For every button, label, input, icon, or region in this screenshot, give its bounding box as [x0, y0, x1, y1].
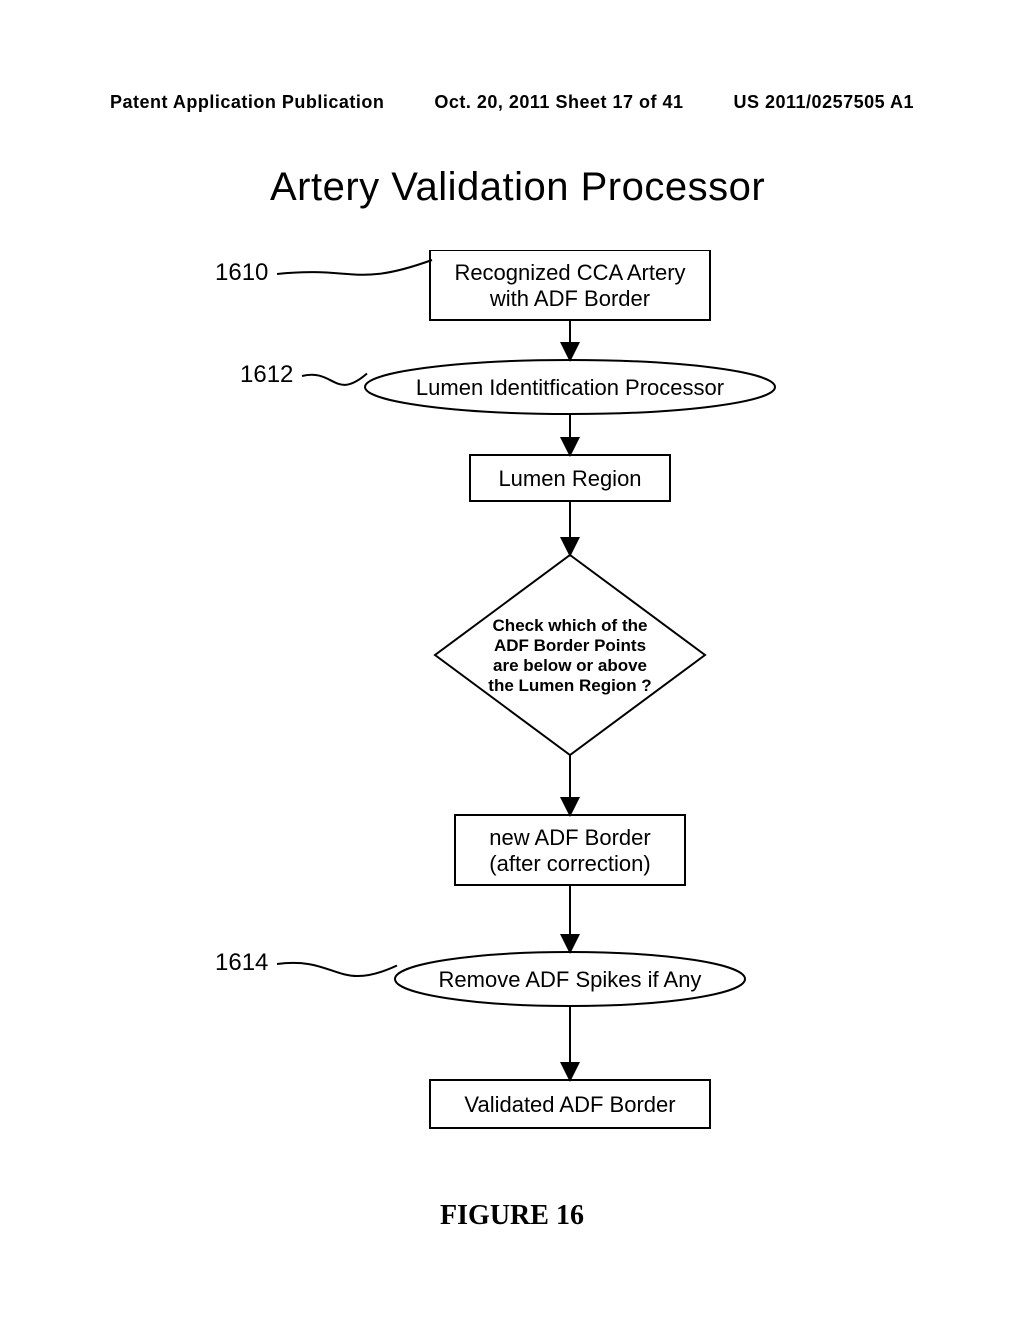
figure-caption: FIGURE 16 — [0, 1200, 1024, 1232]
svg-text:Validated ADF Border: Validated ADF Border — [464, 1092, 675, 1117]
svg-text:with ADF Border: with ADF Border — [489, 286, 650, 311]
svg-text:new ADF Border: new ADF Border — [489, 825, 650, 850]
svg-text:1610: 1610 — [215, 259, 268, 286]
header-left: Patent Application Publication — [110, 92, 384, 113]
diagram-title: Artery Validation Processor — [270, 165, 765, 210]
svg-text:Remove ADF Spikes if Any: Remove ADF Spikes if Any — [439, 967, 702, 992]
page-header: Patent Application Publication Oct. 20, … — [110, 92, 914, 113]
svg-text:Lumen Region: Lumen Region — [498, 466, 641, 491]
page: Patent Application Publication Oct. 20, … — [0, 0, 1024, 1320]
header-right: US 2011/0257505 A1 — [734, 92, 914, 113]
svg-text:Recognized CCA Artery: Recognized CCA Artery — [454, 260, 685, 285]
svg-text:ADF Border Points: ADF Border Points — [494, 636, 646, 655]
flowchart: Recognized CCA Arterywith ADF Border Lume… — [150, 250, 890, 1190]
header-center: Oct. 20, 2011 Sheet 17 of 41 — [434, 92, 683, 113]
svg-text:Check which of the: Check which of the — [493, 616, 648, 635]
svg-text:Lumen Identitfication Processo: Lumen Identitfication Processor — [416, 375, 724, 400]
svg-text:1612: 1612 — [240, 361, 293, 388]
svg-text:(after correction): (after correction) — [489, 851, 650, 876]
svg-text:are below or above: are below or above — [493, 656, 647, 675]
svg-text:1614: 1614 — [215, 949, 268, 976]
svg-text:the Lumen Region ?: the Lumen Region ? — [488, 676, 651, 695]
